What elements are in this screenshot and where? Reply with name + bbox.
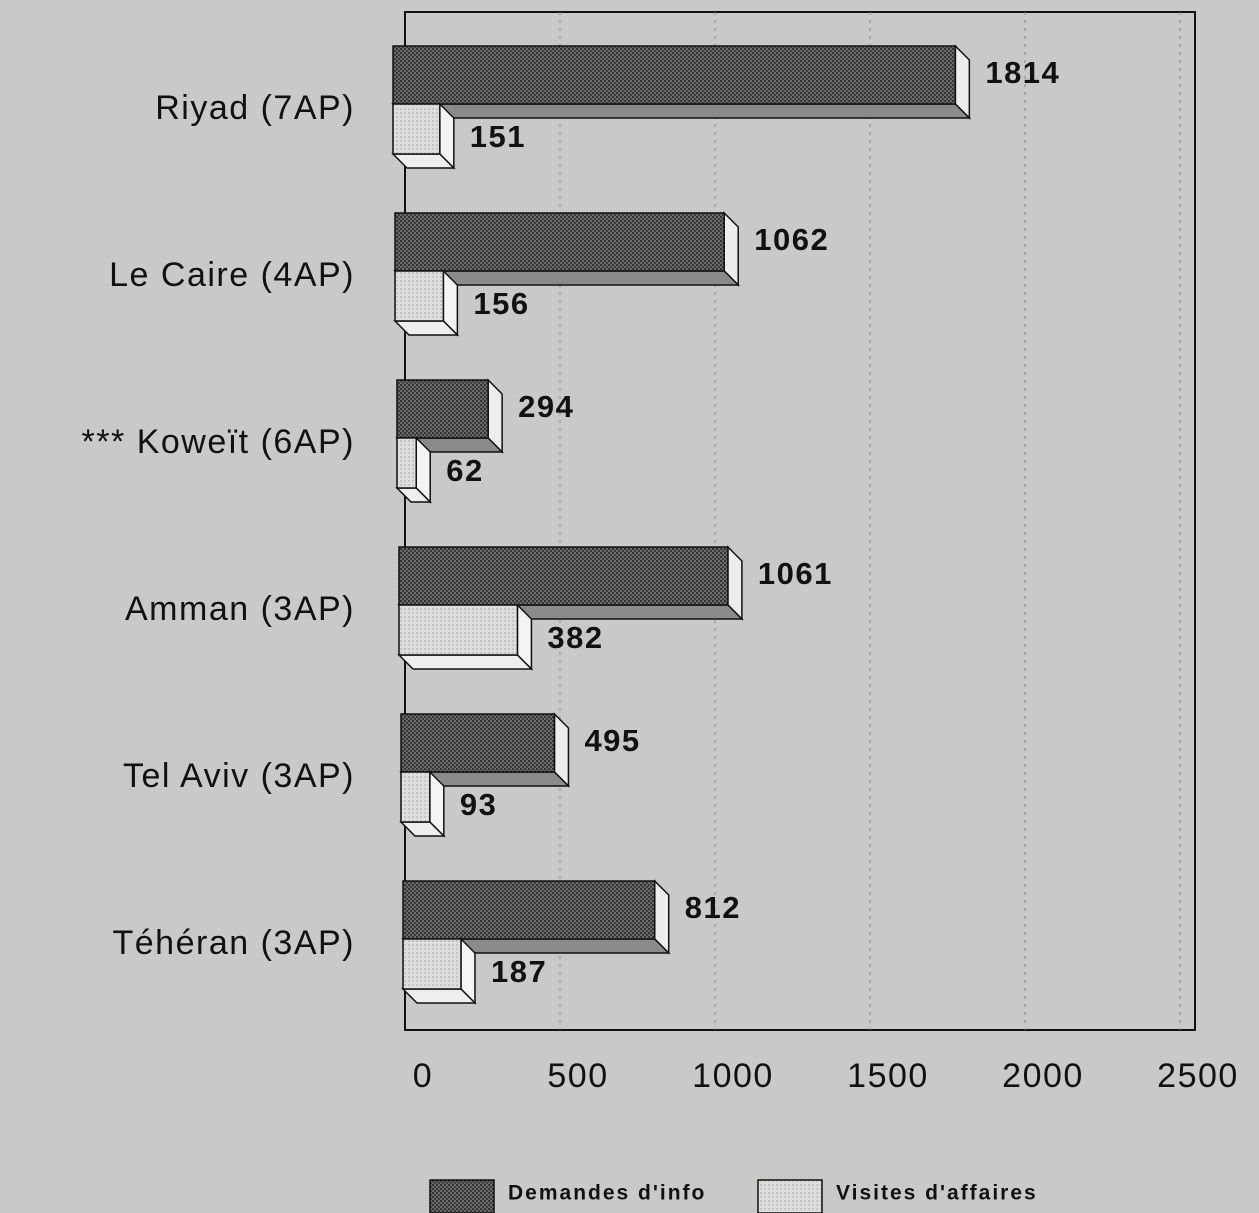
- bar: [402, 938, 462, 990]
- bar: [392, 45, 957, 105]
- bar-bottom: [397, 654, 534, 670]
- bar: [394, 270, 445, 322]
- data-label: 93: [460, 787, 497, 822]
- data-label: 187: [491, 954, 547, 989]
- x-tick-label: 0: [413, 1057, 433, 1095]
- legend-swatch: [757, 1179, 823, 1213]
- x-tick-label: 2500: [1157, 1057, 1239, 1095]
- plot-frame: [404, 11, 1196, 1031]
- data-label: 156: [473, 286, 529, 321]
- legend-label: Visites d'affaires: [836, 1182, 1038, 1205]
- y-tick-label: *** Koweït (6AP): [82, 423, 355, 461]
- y-tick-label: Riyad (7AP): [155, 89, 355, 127]
- bar: [398, 604, 519, 656]
- y-tick-label: Téhéran (3AP): [113, 924, 356, 962]
- data-label: 1814: [985, 55, 1060, 90]
- bar: [400, 713, 556, 773]
- bar: [394, 212, 725, 272]
- data-label: 1061: [758, 556, 833, 591]
- data-label: 812: [685, 890, 741, 925]
- data-label: 62: [446, 453, 483, 488]
- x-tick-label: 1500: [847, 1057, 929, 1095]
- data-label: 382: [547, 620, 603, 655]
- x-tick-label: 2000: [1002, 1057, 1084, 1095]
- bar: [392, 103, 441, 155]
- x-tick-label: 1000: [692, 1057, 774, 1095]
- bar: [402, 880, 656, 940]
- bar: [400, 771, 431, 823]
- data-label: 495: [584, 723, 640, 758]
- data-label: 294: [518, 389, 574, 424]
- data-label: 151: [470, 119, 526, 154]
- y-tick-label: Tel Aviv (3AP): [123, 757, 355, 795]
- bar: [396, 379, 489, 439]
- bar: [398, 546, 729, 606]
- y-tick-label: Amman (3AP): [125, 590, 355, 628]
- legend-label: Demandes d'info: [508, 1182, 706, 1205]
- y-tick-label: Le Caire (4AP): [109, 256, 355, 294]
- legend-swatch: [429, 1179, 495, 1213]
- x-tick-label: 500: [547, 1057, 608, 1095]
- data-label: 1062: [754, 222, 829, 257]
- bar: [396, 437, 417, 489]
- bar-bottom: [391, 103, 972, 119]
